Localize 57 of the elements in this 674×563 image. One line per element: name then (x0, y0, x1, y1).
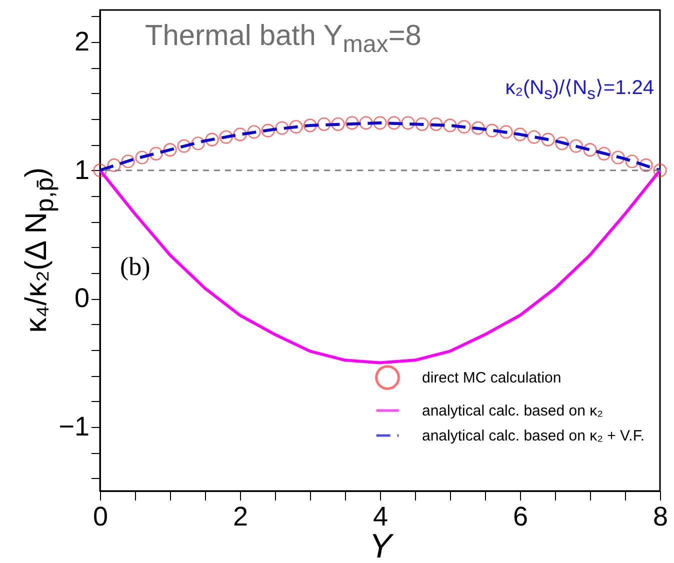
point (387, 116, 401, 130)
legend-label: analytical calc. based on κ₂ (422, 402, 604, 420)
annotation: Thermal bath Y$_{max}$=8 (145, 20, 422, 59)
point (499, 125, 513, 139)
point (261, 124, 275, 138)
point (485, 124, 499, 138)
point (401, 116, 415, 130)
point (233, 128, 247, 142)
line-series (98, 121, 662, 172)
point (569, 139, 583, 153)
point (653, 164, 667, 178)
point (625, 154, 639, 168)
point (121, 154, 135, 168)
point (107, 158, 121, 172)
annotation: (b) (120, 252, 150, 282)
annotation: κ₂(N$_{s}$)/⟨N$_{s}$⟩=1.24 (505, 76, 654, 104)
x-tick-label: 0 (92, 502, 108, 532)
point (415, 117, 429, 131)
point (247, 125, 261, 139)
point (457, 120, 471, 134)
point (471, 121, 485, 135)
x-tick-label: 8 (652, 502, 668, 532)
y-tick-label: 2 (74, 26, 90, 57)
legend-label: analytical calc. based on κ₂ + V.F. (422, 428, 644, 444)
point (177, 139, 191, 153)
point (275, 121, 289, 135)
point (303, 118, 317, 132)
point (205, 132, 219, 146)
point (219, 130, 233, 144)
point (163, 143, 177, 157)
point (289, 120, 303, 134)
point (331, 117, 345, 131)
point (135, 150, 149, 164)
line-series (98, 168, 662, 364)
x-tick-label: 6 (512, 502, 528, 532)
point (429, 117, 443, 131)
point (611, 150, 625, 164)
point (191, 136, 205, 150)
point (513, 128, 527, 142)
legend-label: direct MC calculation (422, 370, 562, 386)
point (583, 143, 597, 157)
point (597, 146, 611, 160)
point (541, 132, 555, 146)
y-tick-label: 0 (74, 283, 90, 314)
y-tick-label: 1 (74, 154, 90, 185)
point (555, 136, 569, 150)
point (527, 130, 541, 144)
point (149, 146, 163, 160)
point (639, 158, 653, 172)
point (373, 116, 387, 130)
point (359, 116, 373, 130)
point (443, 118, 457, 132)
y-tick-label: −1 (58, 411, 90, 442)
point (93, 164, 107, 178)
x-tick-label: 2 (232, 502, 248, 532)
point (317, 117, 331, 131)
point (345, 116, 359, 130)
